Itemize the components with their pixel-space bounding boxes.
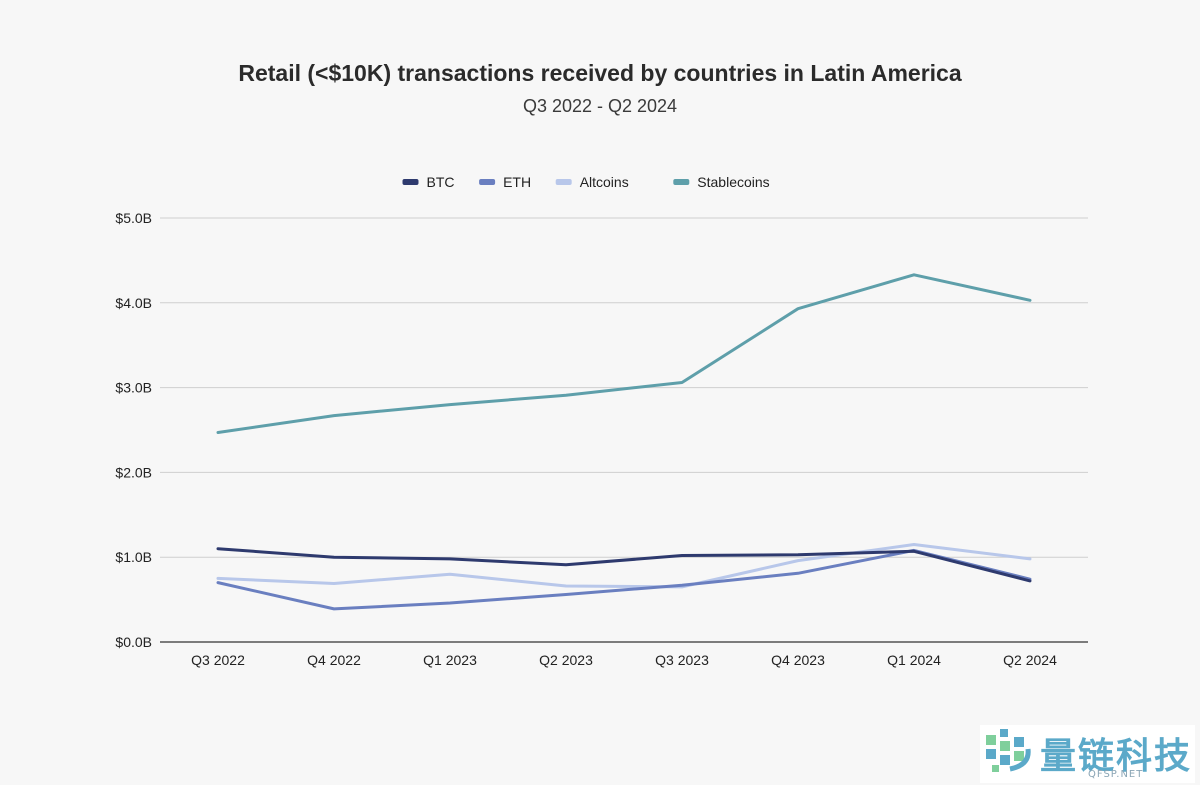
y-tick-label: $2.0B <box>115 464 152 480</box>
x-tick-label: Q1 2024 <box>887 652 941 668</box>
y-tick-label: $0.0B <box>115 634 152 650</box>
watermark-logo-icon <box>986 729 1031 772</box>
series-line-eth <box>216 548 1032 611</box>
y-tick-label: $4.0B <box>115 295 152 311</box>
watermark: 量链科技 QFSP.NET <box>980 725 1195 783</box>
x-tick-label: Q2 2023 <box>539 652 593 668</box>
chart-subtitle: Q3 2022 - Q2 2024 <box>522 96 678 116</box>
watermark-text: 量链科技 <box>1040 736 1193 777</box>
legend-swatch-stablecoins <box>673 179 690 185</box>
legend-label-eth: ETH <box>503 174 531 190</box>
series-lines <box>216 273 1032 611</box>
y-tick-label: $5.0B <box>115 210 152 226</box>
legend: BTC ETH Altcoins Stablecoins <box>402 174 770 190</box>
series-line-altcoins <box>216 543 1032 589</box>
watermark-subtext: QFSP.NET <box>1088 769 1144 780</box>
x-axis: Q3 2022 Q4 2022 Q1 2023 Q2 2023 Q3 2023 Q4 20… <box>191 652 1057 668</box>
legend-swatch-altcoins <box>555 179 572 185</box>
legend-label-btc: BTC <box>427 174 455 190</box>
chart-title: Retail (<$10K) transactions received by … <box>238 60 962 86</box>
x-tick-label: Q2 2024 <box>1003 652 1057 668</box>
x-tick-label: Q3 2022 <box>191 652 245 668</box>
y-tick-label: $3.0B <box>115 380 152 396</box>
x-tick-label: Q1 2023 <box>423 652 477 668</box>
legend-label-altcoins: Altcoins <box>580 174 629 190</box>
series-line-stablecoins <box>216 273 1032 434</box>
x-tick-label: Q4 2022 <box>307 652 361 668</box>
y-axis: $0.0B $1.0B $2.0B $3.0B $4.0B $5.0B <box>115 210 152 650</box>
y-tick-label: $1.0B <box>115 549 152 565</box>
legend-swatch-btc <box>402 179 419 185</box>
x-tick-label: Q4 2023 <box>771 652 825 668</box>
legend-swatch-eth <box>479 179 496 185</box>
legend-label-stablecoins: Stablecoins <box>697 174 769 190</box>
x-tick-label: Q3 2023 <box>655 652 709 668</box>
series-line-btc <box>216 547 1032 583</box>
